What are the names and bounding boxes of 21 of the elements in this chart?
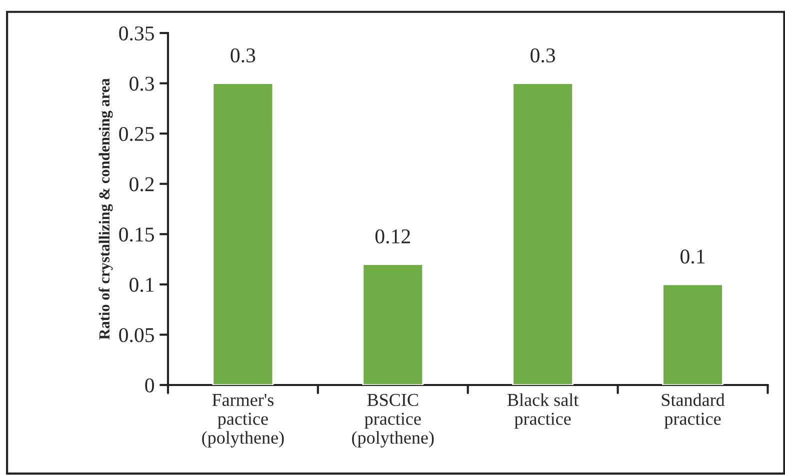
bar [512,82,574,385]
y-tick-label: 0.05 [119,328,154,342]
x-tick-label: Black salt practice [507,393,579,429]
y-tick-label: 0.2 [130,177,154,192]
data-label: 0.3 [230,48,256,62]
data-label: 0.1 [680,249,705,264]
x-tick-label: Farmer's pactice (polythene) [202,394,284,448]
y-tick-label: 0.35 [119,26,154,41]
y-tick-label: 0.25 [119,126,154,142]
bar [212,82,274,385]
bar [362,264,424,385]
y-tick-label: 0.1 [130,278,154,292]
y-tick-label: 0.3 [130,76,154,91]
y-tick-label: 0 [145,378,154,392]
data-label: 0.3 [530,48,556,62]
y-tick-label: 0.15 [119,228,154,242]
bar [662,284,724,385]
x-tick-label: BSCIC practice (polythene) [352,394,434,448]
x-tick-label: Standard practice [662,393,725,429]
y-axis-title: Ratio of crystallizing & condensing area [98,78,113,340]
data-label: 0.12 [375,229,410,244]
